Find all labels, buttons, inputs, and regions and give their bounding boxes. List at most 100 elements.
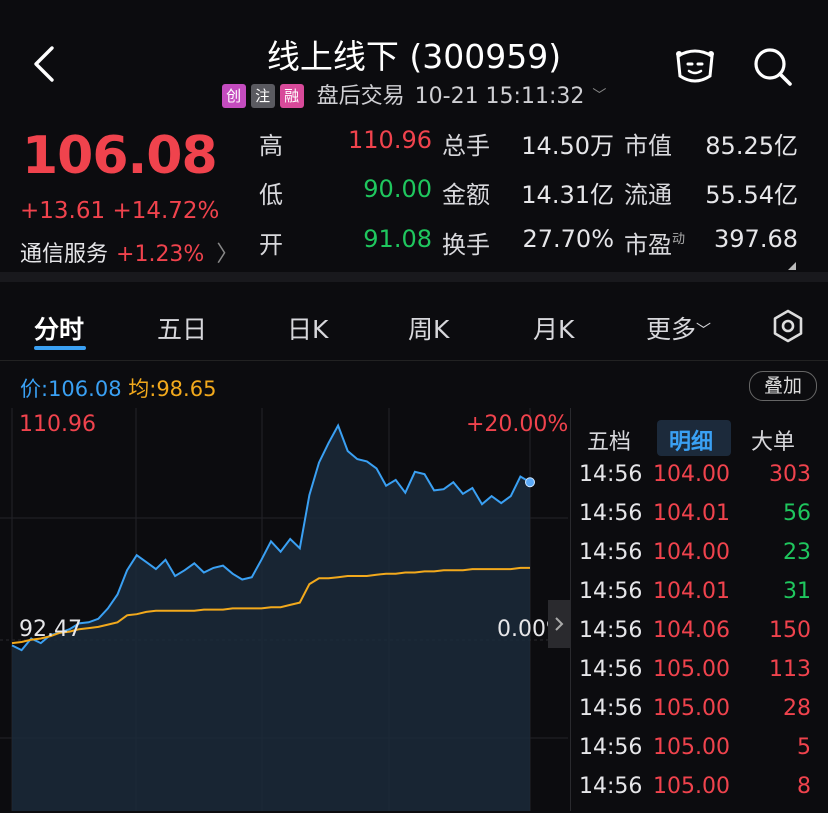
trade-time: 14:56: [579, 774, 643, 799]
trade-detail-panel: 五档 明细 大单 14:56 104.00 303 14:56 104.01 56 14:5…: [570, 408, 828, 811]
trade-volume: 28: [783, 696, 811, 721]
side-tab-details[interactable]: 明细: [669, 430, 714, 455]
trade-row: 14:56 105.00 113: [571, 657, 828, 696]
trade-time: 14:56: [579, 579, 643, 604]
trade-row: 14:56 105.00 5: [571, 735, 828, 774]
trade-row: 14:56 104.06 150: [571, 618, 828, 657]
trade-time: 14:56: [579, 540, 643, 565]
trade-time: 14:56: [579, 696, 643, 721]
stat-value-low: 90.00: [363, 175, 432, 203]
tag-zhu: 注: [250, 84, 275, 108]
tab-more[interactable]: 更多﹀: [646, 310, 711, 346]
trade-price: 104.01: [653, 579, 730, 604]
change-amount: +13.61: [20, 198, 106, 224]
trade-price: 104.06: [653, 618, 730, 643]
chart-base-price-label: 92.47: [19, 617, 82, 642]
trade-volume: 5: [797, 735, 811, 760]
section-divider: [0, 272, 828, 282]
sector-percent: +1.23%: [116, 242, 205, 267]
stat-label-float-cap: 流通: [624, 181, 672, 209]
trade-price: 105.00: [653, 696, 730, 721]
tab-monthly-k[interactable]: 月K: [533, 315, 575, 344]
trade-volume: 113: [769, 657, 811, 682]
tabs-divider: [0, 360, 828, 361]
price-change: +13.61 +14.72%: [20, 198, 219, 224]
trade-volume: 56: [783, 501, 811, 526]
chevron-down-icon[interactable]: ﹀: [592, 88, 607, 104]
price-area-fill: [12, 425, 530, 811]
trading-status: 盘后交易: [316, 84, 405, 109]
trade-row: 14:56 104.00 303: [571, 462, 828, 501]
stat-label-high: 高: [259, 132, 283, 160]
active-side-tab-bg: [657, 420, 731, 456]
stat-label-volume: 总手: [442, 132, 490, 160]
tag-chuang: 创: [221, 84, 246, 108]
market-status-row[interactable]: 创注融盘后交易 10-21 15:11:32 ﹀: [0, 78, 828, 110]
stat-value-open: 91.08: [363, 225, 432, 253]
expand-corner-icon[interactable]: [788, 262, 796, 270]
tag-rong: 融: [279, 84, 304, 108]
stock-title: 线上线下 (300959): [266, 37, 562, 76]
legend-average: 均:98.65: [128, 377, 217, 401]
chart-high-percent-label: +20.00%: [466, 412, 569, 437]
trade-price: 104.01: [653, 501, 730, 526]
search-icon[interactable]: [750, 44, 794, 88]
sector-name: 通信服务: [20, 242, 109, 267]
trade-volume: 23: [783, 540, 811, 565]
stat-label-open: 开: [259, 231, 283, 259]
chart-legend: 价:106.08 均:98.65: [20, 373, 216, 403]
trade-volume: 150: [769, 618, 811, 643]
chart-tabs: 分时 五日 日K 周K 月K 更多﹀: [0, 300, 828, 360]
trade-row: 14:56 104.00 23: [571, 540, 828, 579]
current-price: 106.08: [22, 126, 218, 186]
stat-label-low: 低: [259, 181, 283, 209]
last-price-dot: [525, 477, 535, 488]
sector-link[interactable]: 通信服务 +1.23% 〉: [20, 236, 238, 268]
stat-value-turnover: 27.70%: [522, 225, 614, 253]
side-tab-large-orders[interactable]: 大单: [751, 430, 796, 455]
intraday-chart-svg: [0, 408, 568, 811]
stat-value-volume: 14.50万: [521, 132, 614, 160]
price-line: [11, 423, 531, 652]
stat-value-pe: 397.68: [714, 225, 798, 253]
trade-volume: 31: [783, 579, 811, 604]
collapse-panel-handle[interactable]: [548, 600, 570, 648]
overlay-button[interactable]: 叠加: [749, 371, 817, 401]
stat-label-market-cap: 市值: [624, 132, 672, 160]
trade-row: 14:56 105.00 8: [571, 774, 828, 813]
tab-intraday[interactable]: 分时: [34, 315, 85, 344]
tab-five-day[interactable]: 五日: [157, 315, 208, 344]
legend-price: 价:106.08: [20, 377, 122, 401]
trade-time: 14:56: [579, 501, 643, 526]
trade-row: 14:56 105.00 28: [571, 696, 828, 735]
pe-label-text: 市盈: [624, 231, 672, 259]
tab-daily-k[interactable]: 日K: [287, 315, 329, 344]
trade-time: 14:56: [579, 735, 643, 760]
stat-value-high: 110.96: [348, 126, 432, 154]
chevron-right-icon: 〉: [216, 242, 239, 267]
average-line: [11, 566, 530, 645]
trade-row: 14:56 104.01 31: [571, 579, 828, 618]
tab-weekly-k[interactable]: 周K: [408, 315, 450, 344]
trade-time: 14:56: [579, 462, 643, 487]
active-tab-indicator: [34, 346, 86, 350]
change-percent: +14.72%: [112, 198, 220, 224]
stat-value-amount: 14.31亿: [521, 181, 614, 209]
chevron-down-icon: ﹀: [696, 321, 712, 339]
stat-value-market-cap: 85.25亿: [705, 132, 798, 160]
back-icon[interactable]: [28, 42, 64, 86]
side-tab-order-book[interactable]: 五档: [587, 430, 632, 455]
stat-label-turnover: 换手: [442, 231, 490, 259]
stat-label-amount: 金额: [442, 181, 490, 209]
trade-price: 105.00: [653, 735, 730, 760]
trade-price: 104.00: [653, 462, 730, 487]
intraday-chart[interactable]: [0, 408, 568, 811]
chart-high-price-label: 110.96: [19, 412, 96, 437]
trade-price: 104.00: [653, 540, 730, 565]
trade-volume: 8: [797, 774, 811, 799]
trade-time: 14:56: [579, 657, 643, 682]
settings-icon[interactable]: [770, 308, 806, 344]
quote-datetime: 10-21 15:11:32: [414, 84, 585, 109]
stat-label-pe: 市盈动: [624, 225, 685, 260]
robot-icon[interactable]: [672, 42, 718, 88]
